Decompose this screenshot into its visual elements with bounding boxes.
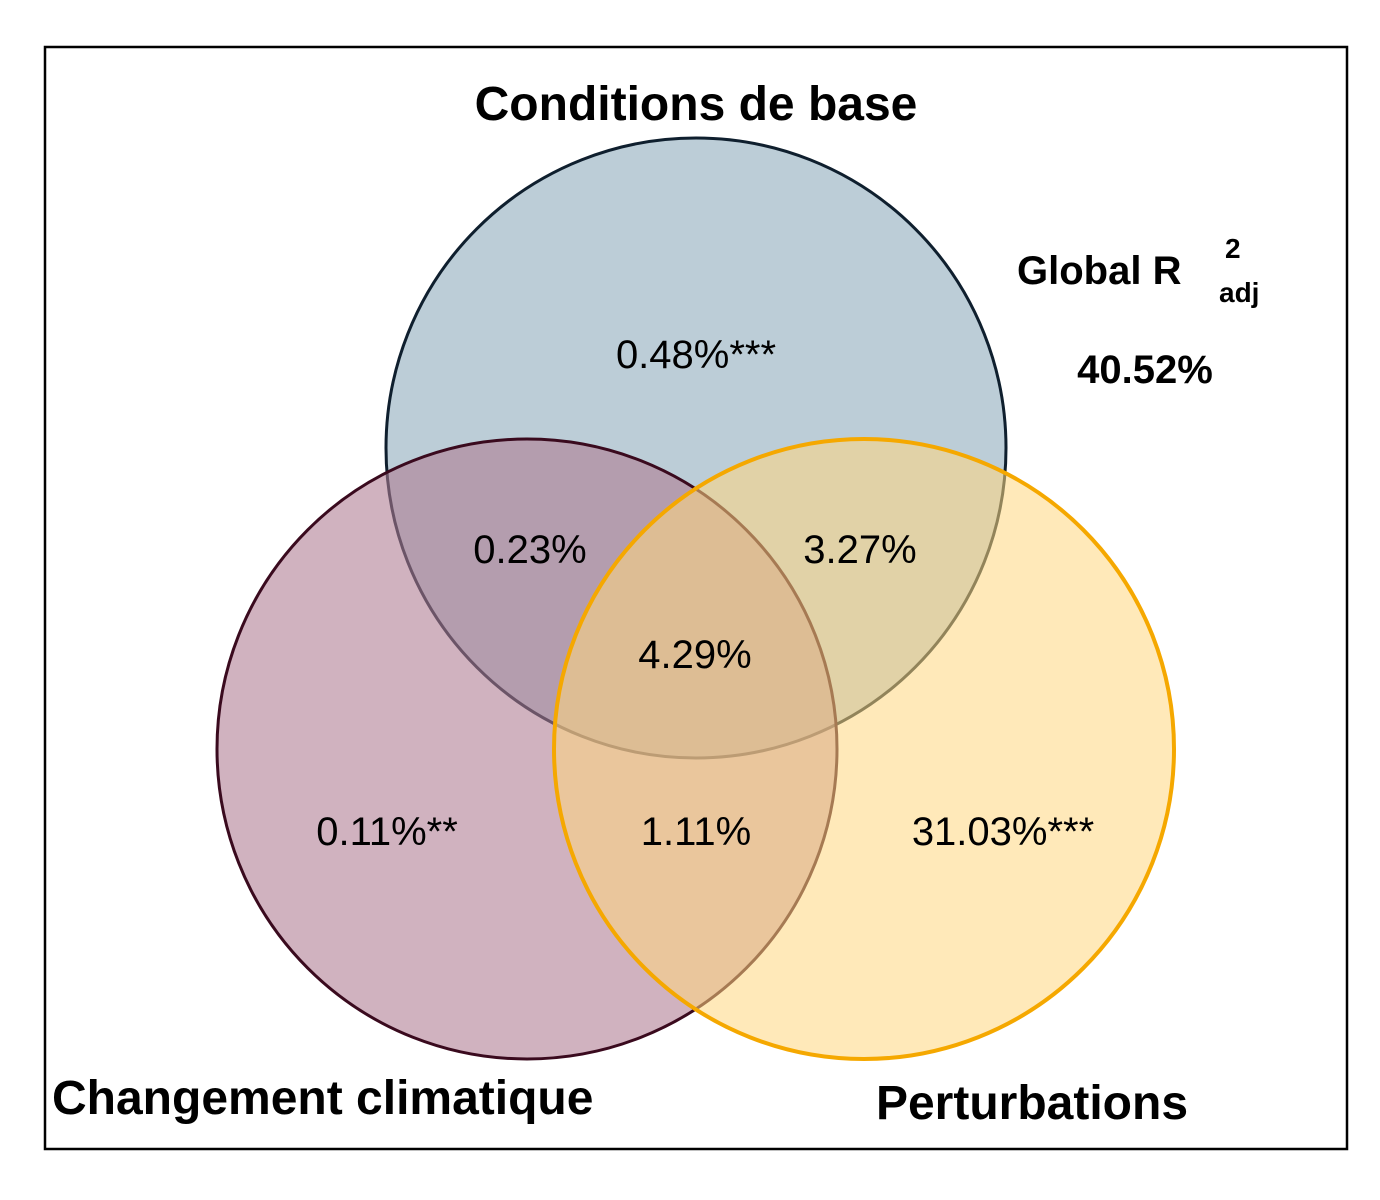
region-perturb-only: 31.03%***	[912, 810, 1094, 854]
global-r2-adj: Global R 2 adj 40.52%	[1017, 233, 1259, 392]
label-conditions-de-base: Conditions de base	[475, 78, 918, 131]
region-all-three: 4.29%	[638, 633, 751, 677]
region-base-climate: 0.23%	[473, 528, 586, 572]
global-superscript: 2	[1225, 233, 1241, 264]
global-value: 40.52%	[1077, 348, 1213, 392]
label-perturbations: Perturbations	[876, 1077, 1188, 1130]
label-changement-climatique: Changement climatique	[52, 1072, 593, 1125]
region-base-perturb: 3.27%	[803, 528, 916, 572]
region-base-only: 0.48%***	[616, 333, 776, 377]
region-climate-perturb: 1.11%	[641, 810, 751, 854]
region-climate-only: 0.11%**	[316, 810, 458, 854]
global-label: Global R	[1017, 249, 1182, 293]
global-subscript: adj	[1219, 277, 1259, 308]
circle-perturbations	[552, 437, 1176, 1061]
